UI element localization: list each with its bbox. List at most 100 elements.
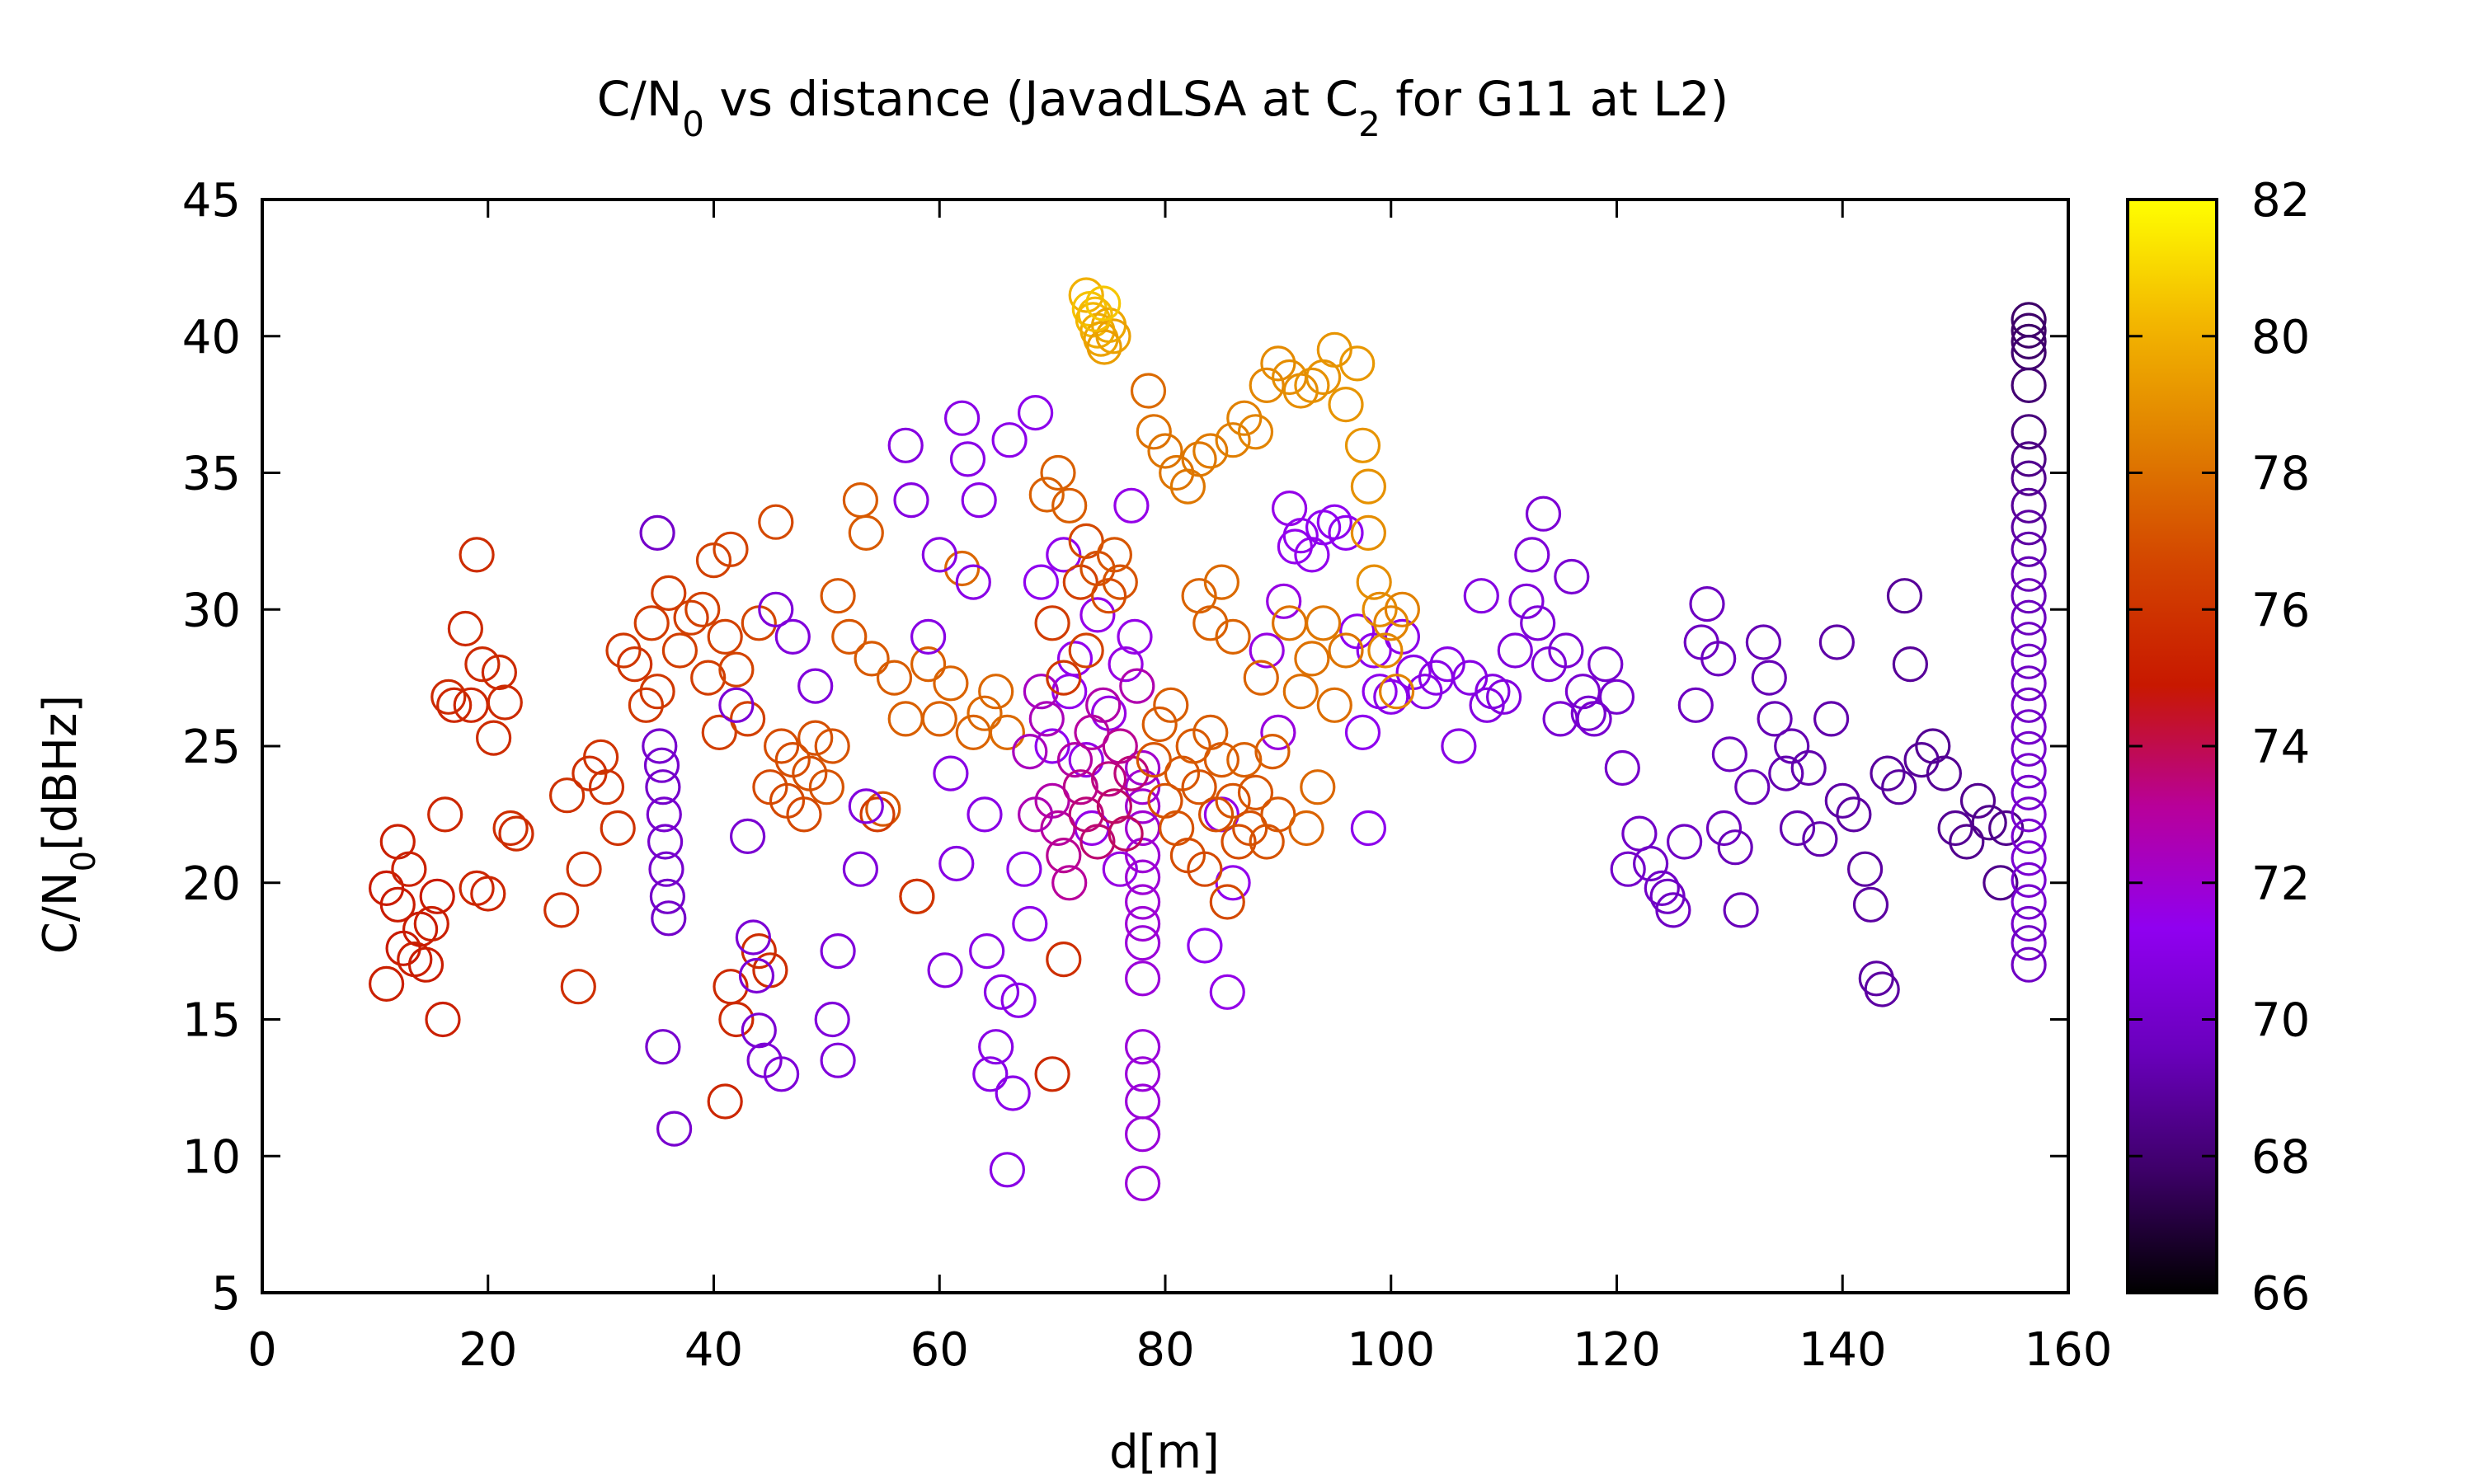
data-point: [642, 728, 678, 764]
data-point: [1294, 367, 1330, 403]
data-point: [582, 739, 619, 775]
data-point: [407, 946, 444, 983]
data-point: [413, 905, 449, 942]
data-point: [1824, 782, 1860, 819]
data-point: [1344, 714, 1381, 751]
x-tick-label: 0: [247, 1323, 277, 1377]
data-point: [1751, 660, 1787, 696]
data-point: [820, 1042, 856, 1078]
data-point: [1249, 367, 1285, 403]
x-tick-label: 60: [910, 1323, 969, 1377]
data-point: [1604, 749, 1640, 787]
y-tick-label: 40: [182, 311, 241, 364]
data-point: [2011, 665, 2047, 702]
data-point: [1886, 578, 1923, 614]
data-point: [1096, 537, 1133, 573]
data-point: [1051, 865, 1088, 901]
data-point: [1056, 641, 1094, 677]
data-point: [1644, 870, 1680, 907]
data-point: [1079, 824, 1116, 860]
data-point: [1113, 487, 1150, 524]
data-point: [1429, 646, 1465, 683]
data-point: [1221, 824, 1257, 860]
data-point: [1124, 925, 1161, 961]
data-point: [814, 728, 850, 764]
data-point: [1779, 810, 1816, 847]
data-point: [735, 919, 772, 956]
ylabel-rest: [dBHz]: [34, 695, 87, 851]
data-point: [2011, 531, 2047, 567]
data-point: [848, 514, 884, 552]
data-point: [899, 878, 935, 914]
data-point: [1802, 821, 1838, 857]
y-tick-label: 10: [182, 1130, 241, 1184]
data-point: [1181, 769, 1217, 805]
data-point: [729, 818, 766, 855]
data-point: [1305, 605, 1342, 641]
data-point: [1215, 618, 1251, 655]
data-point: [786, 796, 822, 833]
data-point: [1892, 646, 1928, 683]
data-point: [2011, 414, 2047, 450]
data-point: [1215, 782, 1251, 819]
colorbar: 66 68 70 72 74 76 78 80 82: [2126, 174, 2310, 1321]
data-point: [1243, 660, 1279, 696]
data-point: [1294, 641, 1330, 677]
data-point: [1576, 701, 1612, 737]
data-point: [498, 815, 534, 852]
data-point: [1328, 387, 1364, 423]
data-point: [1040, 810, 1076, 847]
data-point: [1384, 591, 1421, 627]
data-point: [588, 769, 625, 805]
data-point: [808, 769, 845, 805]
data-point: [1090, 578, 1127, 614]
data-point: [814, 1001, 850, 1038]
data-point: [2011, 687, 2047, 723]
data-point: [2011, 622, 2047, 658]
data-point: [1046, 537, 1082, 573]
data-point: [1790, 749, 1827, 787]
data-point: [1187, 851, 1223, 887]
data-point: [1367, 632, 1404, 669]
data-point: [961, 481, 997, 519]
data-point: [842, 851, 879, 887]
colorbar-tick-label: 72: [2251, 857, 2310, 911]
data-point: [1734, 769, 1771, 805]
data-point: [1136, 741, 1172, 778]
data-point: [955, 564, 991, 600]
colorbar-tick-label: 74: [2251, 721, 2310, 774]
data-point: [2011, 796, 2047, 833]
data-point: [1085, 285, 1122, 322]
data-point: [1373, 605, 1409, 641]
data-point: [1260, 714, 1296, 751]
data-point: [1124, 1056, 1161, 1092]
data-point: [1485, 679, 1522, 715]
data-point: [2011, 709, 2047, 745]
data-point: [1903, 741, 1940, 778]
colorbar-tick-label: 68: [2251, 1130, 2310, 1184]
data-point: [1028, 701, 1065, 737]
data-point: [1847, 851, 1884, 887]
data-point: [1717, 829, 1753, 866]
data-point: [729, 701, 766, 737]
data-point: [718, 687, 755, 723]
data-point: [1407, 674, 1443, 710]
colorbar-tick-label: 80: [2251, 311, 2310, 364]
data-point: [1023, 564, 1060, 600]
data-point: [859, 796, 896, 833]
data-point: [1086, 329, 1122, 365]
data-point: [1350, 810, 1387, 847]
chart-title: C/N0 vs distance (JavadLSA at C2 for G11…: [597, 71, 1729, 144]
data-point: [673, 599, 709, 636]
data-point: [651, 575, 687, 612]
data-point: [1328, 632, 1364, 669]
data-point: [1113, 755, 1150, 791]
data-point: [2011, 730, 2047, 767]
data-point: [2011, 925, 2047, 961]
data-point: [1023, 674, 1060, 710]
data-points: [369, 277, 2047, 1202]
data-point: [1525, 495, 1562, 532]
data-point: [1300, 769, 1336, 805]
data-point: [738, 957, 775, 994]
